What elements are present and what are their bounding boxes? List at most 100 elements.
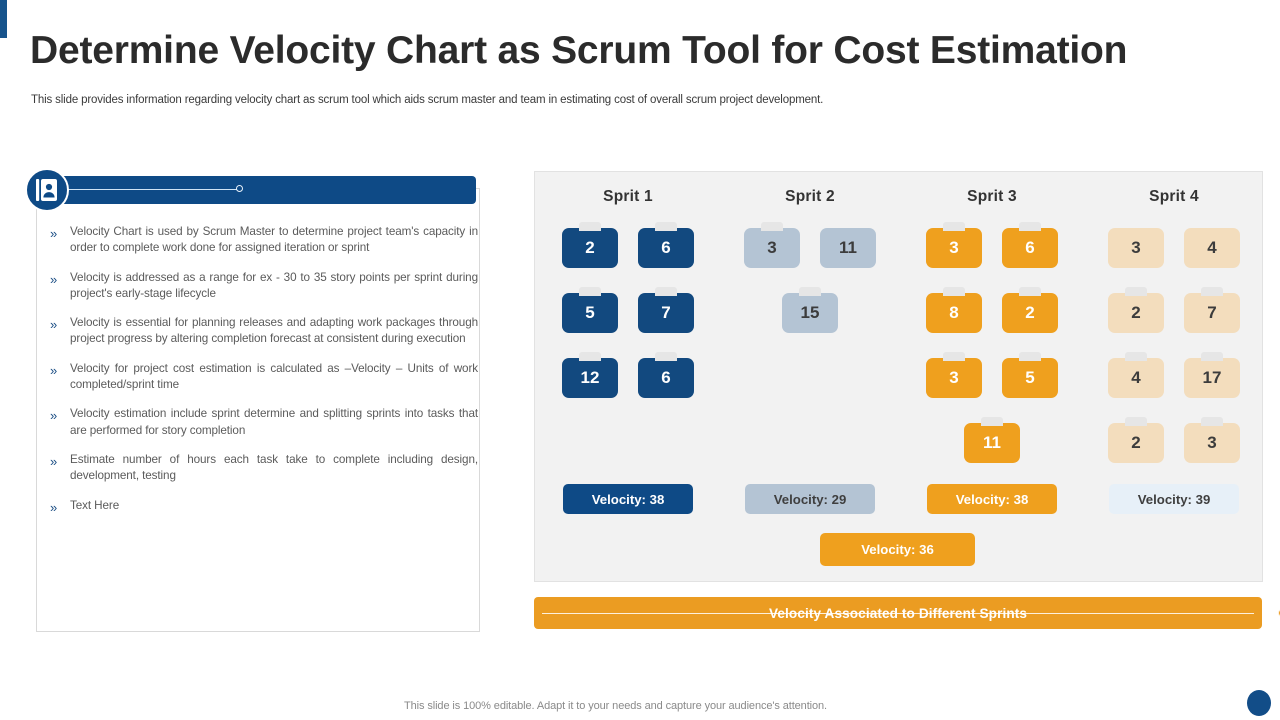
sprint-header: Sprit 4 bbox=[1149, 188, 1199, 205]
footer-note: This slide is 100% editable. Adapt it to… bbox=[404, 700, 827, 712]
story-point-card: 5 bbox=[562, 287, 618, 333]
card-notch-icon bbox=[981, 417, 1003, 426]
page-title: Determine Velocity Chart as Scrum Tool f… bbox=[30, 29, 1128, 72]
velocity-badge: Velocity: 29 bbox=[745, 484, 875, 514]
card-notch-icon bbox=[579, 222, 601, 231]
list-item-text: Velocity for project cost estimation is … bbox=[70, 361, 478, 392]
story-point-card: 5 bbox=[1002, 352, 1058, 398]
footer-decoration-dot bbox=[1247, 690, 1271, 716]
bullet-marker-icon: » bbox=[50, 317, 58, 333]
sprint-header: Sprit 3 bbox=[967, 188, 1017, 205]
sprint-column-3: Sprit 3 3 6 8 2 3 5 11 Velocity: 38 bbox=[901, 172, 1083, 581]
ribbon-dot-icon bbox=[236, 185, 243, 192]
story-point-card: 3 bbox=[926, 352, 982, 398]
story-point-card: 11 bbox=[820, 228, 876, 268]
card-notch-icon bbox=[1019, 287, 1041, 296]
card-notch-icon bbox=[1201, 287, 1223, 296]
card-notch-icon bbox=[1019, 222, 1041, 231]
contact-card-icon bbox=[36, 178, 58, 202]
story-card-row: 15 bbox=[719, 285, 901, 335]
bullet-marker-icon: » bbox=[50, 362, 58, 378]
story-point-card: 2 bbox=[1002, 287, 1058, 333]
story-point-card: 7 bbox=[638, 287, 694, 333]
card-notch-icon bbox=[1125, 417, 1147, 426]
story-point-card: 6 bbox=[1002, 222, 1058, 268]
story-point-card: 3 bbox=[1108, 228, 1164, 268]
story-point-card: 12 bbox=[562, 352, 618, 398]
bullet-panel bbox=[36, 188, 480, 632]
card-notch-icon bbox=[1019, 352, 1041, 361]
contact-card-badge bbox=[25, 168, 69, 212]
card-notch-icon bbox=[943, 287, 965, 296]
story-point-card: 15 bbox=[782, 287, 838, 333]
list-item: » Text Here bbox=[50, 498, 500, 516]
story-point-card: 4 bbox=[1184, 228, 1240, 268]
sprint-header: Sprit 1 bbox=[603, 188, 653, 205]
card-notch-icon bbox=[1201, 352, 1223, 361]
list-item: » Estimate number of hours each task tak… bbox=[50, 452, 500, 485]
story-point-card: 3 bbox=[744, 222, 800, 268]
bullet-marker-icon: » bbox=[50, 226, 58, 241]
story-point-card: 17 bbox=[1184, 352, 1240, 398]
story-point-card: 6 bbox=[638, 352, 694, 398]
list-item: » Velocity Chart is used by Scrum Master… bbox=[50, 224, 500, 257]
card-notch-icon bbox=[943, 222, 965, 231]
story-card-grid: 3 6 8 2 3 5 11 bbox=[901, 220, 1083, 480]
card-notch-icon bbox=[1125, 287, 1147, 296]
list-item: » Velocity estimation include sprint det… bbox=[50, 406, 500, 439]
story-card-grid: 3 11 15 bbox=[719, 220, 901, 350]
card-notch-icon bbox=[579, 287, 601, 296]
card-notch-icon bbox=[799, 287, 821, 296]
story-point-card: 2 bbox=[1108, 417, 1164, 463]
top-left-accent-bar bbox=[0, 0, 7, 38]
chart-caption-banner: Velocity Associated to Different Sprints bbox=[534, 597, 1280, 629]
page-subtitle: This slide provides information regardin… bbox=[31, 94, 824, 106]
list-item-text: Velocity is addressed as a range for ex … bbox=[70, 270, 478, 300]
bullet-marker-icon: » bbox=[50, 453, 58, 469]
list-item-text: Velocity estimation include sprint deter… bbox=[70, 407, 478, 437]
card-notch-icon bbox=[1125, 352, 1147, 361]
story-card-row: 12 6 bbox=[537, 350, 719, 400]
velocity-badge: Velocity: 38 bbox=[563, 484, 693, 514]
bullet-marker-icon: » bbox=[50, 408, 58, 424]
story-point-card: 2 bbox=[1108, 287, 1164, 333]
velocity-badge: Velocity: 38 bbox=[927, 484, 1057, 514]
card-notch-icon bbox=[655, 352, 677, 361]
story-point-card: 3 bbox=[1184, 417, 1240, 463]
banner-rule bbox=[542, 612, 1254, 614]
bullet-panel-ribbon bbox=[44, 176, 476, 204]
card-notch-icon bbox=[579, 352, 601, 361]
list-item-text: Velocity is essential for planning relea… bbox=[70, 316, 478, 346]
card-notch-icon bbox=[761, 222, 783, 231]
story-card-grid: 3 4 2 7 4 17 2 3 bbox=[1083, 220, 1265, 480]
story-card-row: 4 17 bbox=[1083, 350, 1265, 400]
sprint-column-4: Sprit 4 3 4 2 7 4 17 2 3 Velocity: 39 bbox=[1083, 172, 1265, 581]
story-card-row: 11 bbox=[901, 415, 1083, 465]
sprint-column-2: Sprit 2 3 11 15 Velocity: 29 bbox=[719, 172, 901, 581]
card-notch-icon bbox=[1201, 417, 1223, 426]
story-point-card: 3 bbox=[926, 222, 982, 268]
story-point-card: 4 bbox=[1108, 352, 1164, 398]
story-card-grid: 2 6 5 7 12 6 bbox=[537, 220, 719, 415]
story-point-card: 8 bbox=[926, 287, 982, 333]
bullet-marker-icon: » bbox=[50, 499, 58, 515]
list-item: » Velocity is essential for planning rel… bbox=[50, 315, 500, 348]
list-item: » Velocity is addressed as a range for e… bbox=[50, 270, 500, 303]
banner-dot-left-icon bbox=[1278, 608, 1280, 617]
list-item-text: Velocity Chart is used by Scrum Master t… bbox=[70, 225, 478, 255]
story-point-card: 11 bbox=[964, 417, 1020, 463]
sprint-header: Sprit 2 bbox=[785, 188, 835, 205]
story-card-row: 3 11 bbox=[719, 220, 901, 270]
story-point-card: 7 bbox=[1184, 287, 1240, 333]
bullet-marker-icon: » bbox=[50, 271, 58, 287]
chart-caption-label: Velocity Associated to Different Sprints bbox=[768, 605, 1028, 621]
bullet-list: » Velocity Chart is used by Scrum Master… bbox=[50, 224, 500, 529]
